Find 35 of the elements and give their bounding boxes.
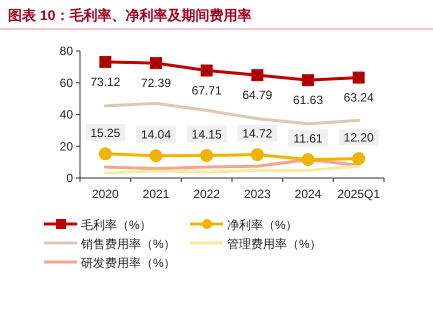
- data-label: 14.15: [192, 128, 222, 142]
- x-tick-label: 2020: [92, 187, 120, 201]
- chart-title: 图表 10：毛利率、净利率及期间费用率: [8, 7, 252, 23]
- data-label: 72.39: [140, 76, 172, 90]
- data-label: 67.71: [192, 84, 222, 98]
- data-label: 15.25: [90, 126, 121, 140]
- data-label: 64.79: [242, 88, 273, 102]
- point: [352, 152, 366, 166]
- x-tick-label: 2023: [244, 187, 272, 201]
- point: [302, 153, 314, 166]
- data-label: 63.24: [344, 90, 374, 105]
- point: [250, 148, 264, 162]
- data-label: 12.20: [344, 130, 374, 145]
- y-tick-label: 0: [66, 171, 74, 185]
- legend-label: 研发费用率（%）: [81, 256, 176, 270]
- x-tick-label: 2022: [193, 187, 220, 201]
- x-tick-label: 2021: [142, 187, 170, 201]
- x-tick-label: 2025Q1: [337, 187, 380, 201]
- point: [98, 147, 112, 160]
- data-label: 14.72: [242, 126, 273, 141]
- y-tick-label: 20: [60, 139, 74, 154]
- y-tick-label: 80: [60, 44, 74, 58]
- x-tick-label: 2024: [294, 187, 322, 201]
- point: [150, 149, 162, 162]
- point: [200, 149, 214, 162]
- data-label: 11.61: [293, 132, 323, 146]
- legend-label: 毛利率（%）: [81, 218, 152, 232]
- y-tick-label: 60: [60, 76, 74, 90]
- data-label: 73.12: [90, 74, 121, 89]
- data-label: 14.04: [140, 128, 172, 142]
- legend-label: 管理费用率（%）: [227, 237, 322, 251]
- legend-label: 净利率（%）: [227, 218, 298, 232]
- y-tick-label: 40: [60, 108, 74, 122]
- legend-label: 销售费用率（%）: [80, 237, 176, 251]
- data-label: 61.63: [292, 93, 324, 108]
